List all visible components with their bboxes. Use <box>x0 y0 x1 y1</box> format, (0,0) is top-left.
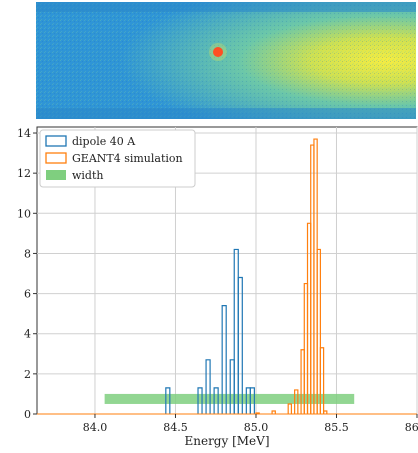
y-tick-label: 2 <box>24 368 31 381</box>
x-axis-label: Energy [MeV] <box>184 434 269 448</box>
y-tick-label: 8 <box>24 247 31 260</box>
x-tick-label: 85.0 <box>244 421 269 434</box>
legend-swatch-dipole <box>45 135 67 147</box>
histogram-bin <box>316 248 321 414</box>
y-tick-label: 10 <box>17 207 31 220</box>
legend-label-dipole: dipole 40 A <box>72 135 136 148</box>
hot-spot <box>213 47 223 57</box>
x-tick-label: 86.0 <box>405 421 418 434</box>
width-band <box>104 393 355 404</box>
histogram-bin <box>323 410 328 414</box>
legend-swatch-geant4 <box>45 152 67 164</box>
series-layer <box>37 138 417 415</box>
y-tick-label: 12 <box>17 167 31 180</box>
histogram-bin <box>165 387 171 414</box>
hot-spot-halo <box>209 43 227 61</box>
series-geant4 <box>37 138 417 415</box>
y-tick-label: 14 <box>17 127 31 140</box>
histogram-bin <box>205 359 211 414</box>
histogram-bin <box>249 387 255 414</box>
histogram-bin <box>213 387 219 414</box>
x-tick-label: 84.5 <box>163 421 188 434</box>
y-tick-label: 6 <box>24 288 31 301</box>
histogram-bin <box>319 347 325 414</box>
legend-swatch-width <box>46 170 66 180</box>
histogram-bin <box>221 305 227 414</box>
y-tick-label: 0 <box>24 408 31 421</box>
histogram-bin <box>255 412 260 414</box>
x-tick-label: 84.0 <box>83 421 108 434</box>
x-axis-ticks: 84.0 84.5 85.0 85.5 86.0 <box>83 414 418 434</box>
legend-label-geant4: GEANT4 simulation <box>72 152 183 165</box>
legend: dipole 40 A GEANT4 simulation width <box>39 129 196 188</box>
detector-image <box>36 2 416 119</box>
histogram-bin <box>294 389 299 414</box>
histogram-bin <box>197 387 203 414</box>
detector-image-noise <box>36 2 416 119</box>
legend-frame <box>39 129 196 188</box>
width-band-layer <box>104 393 355 404</box>
y-axis-ticks: 0 2 4 6 8 10 12 14 <box>17 127 37 421</box>
histogram-bin <box>271 410 276 414</box>
detector-image-top-band <box>36 2 416 12</box>
histogram-bin <box>287 403 293 414</box>
detector-image-bottom-band <box>36 108 416 119</box>
x-tick-label: 85.5 <box>324 421 349 434</box>
histogram-bin <box>237 276 243 414</box>
y-tick-label: 4 <box>24 328 31 341</box>
legend-label-width: width <box>72 169 103 182</box>
